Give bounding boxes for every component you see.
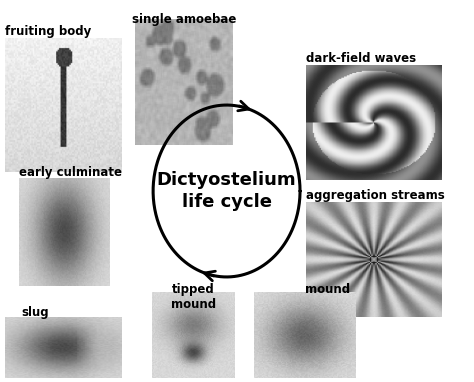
Text: fruiting body: fruiting body — [5, 25, 91, 38]
Text: dark-field waves: dark-field waves — [306, 52, 416, 65]
Text: single amoebae: single amoebae — [132, 13, 236, 26]
Text: slug: slug — [21, 306, 49, 319]
Text: Dictyostelium
life cycle: Dictyostelium life cycle — [157, 171, 296, 211]
Text: tipped
mound: tipped mound — [171, 283, 216, 311]
Text: mound: mound — [305, 283, 350, 296]
Text: early culminate: early culminate — [19, 166, 122, 179]
Text: aggregation streams: aggregation streams — [306, 189, 445, 202]
